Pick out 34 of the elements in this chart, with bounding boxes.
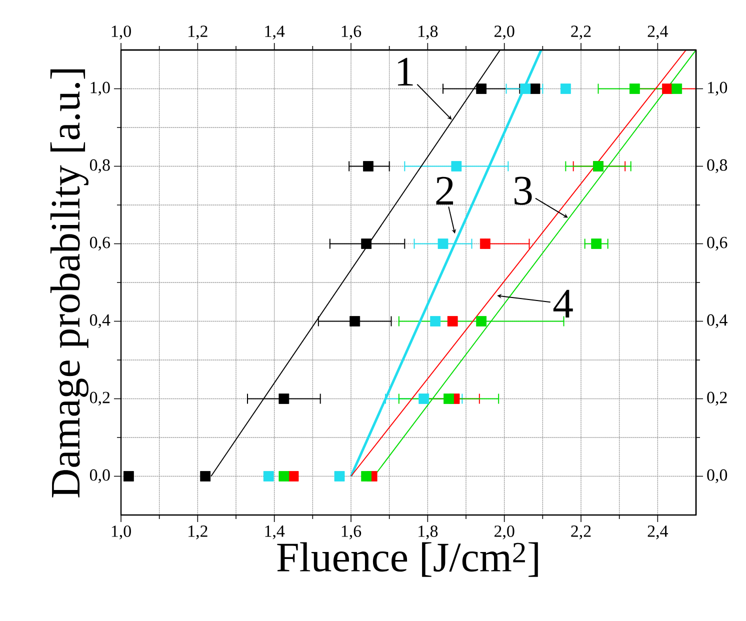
annotation: 2: [436, 176, 454, 205]
x2-tick-label: 2,2: [571, 26, 591, 40]
x-tick-label: 2,2: [571, 526, 591, 540]
x2-tick-label: 1,2: [188, 26, 208, 40]
x2-tick-label: 2,0: [494, 26, 514, 40]
y2-tick-label: 0,2: [707, 392, 727, 406]
x-tick-label: 2,0: [494, 526, 514, 540]
y-tick-label: 0,6: [90, 236, 110, 251]
annotation: 4: [553, 290, 573, 318]
x2-tick-label: 1,8: [418, 26, 438, 40]
y2-tick-label: 0,6: [707, 236, 728, 251]
y-axis-title: Damage probability [a.u.]: [50, 69, 88, 498]
annotation: 3: [514, 176, 532, 205]
y2-tick-label: 0,0: [707, 469, 728, 484]
y-tick-label: 0,8: [90, 159, 110, 174]
y2-tick-label: 1,0: [708, 82, 728, 96]
x-tick-label: 1,4: [265, 526, 285, 540]
y-tick-label: 0,4: [90, 314, 110, 328]
y2-tick-label: 0,8: [707, 159, 728, 174]
x-tick-label: 2,4: [648, 526, 668, 540]
x-tick-label: 1,2: [188, 526, 208, 540]
x-axis-title: Fluence [J/cm$^{2}$]: [277, 542, 538, 577]
x2-tick-label: 1,6: [342, 26, 362, 40]
y-tick-label: 1,0: [90, 82, 110, 96]
x2-tick-label: 2,4: [648, 26, 668, 40]
y-tick-label: 0,2: [90, 392, 110, 406]
x2-tick-label: 1,4: [265, 26, 285, 40]
x-tick-label: 1,0: [112, 526, 131, 540]
x-tick-label: 1,8: [418, 526, 438, 540]
annotation: 1: [398, 58, 413, 86]
x2-tick-label: 1,0: [112, 26, 131, 40]
y-tick-label: 0,0: [90, 469, 110, 484]
x-tick-label: 1,6: [342, 526, 362, 540]
y2-tick-label: 0,4: [707, 314, 728, 328]
